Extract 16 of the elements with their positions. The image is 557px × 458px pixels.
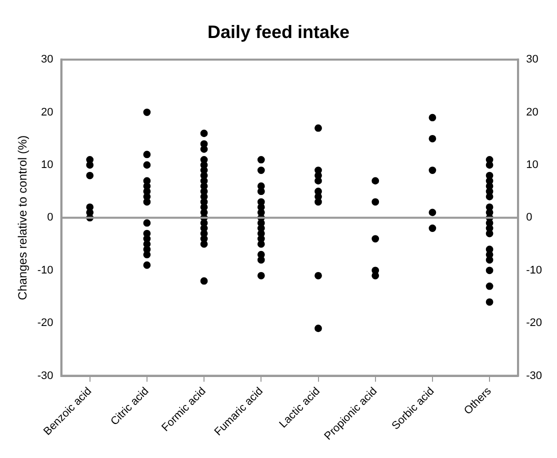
y-tick-label: -10 xyxy=(37,264,54,276)
y-axis-title: Changes relative to control (%) xyxy=(16,135,30,300)
y2-tick-label: 30 xyxy=(526,54,538,66)
y2-tick-label: 10 xyxy=(526,159,538,172)
y-tick-label: 20 xyxy=(41,106,54,118)
y2-tick-label: 20 xyxy=(526,106,538,118)
y-tick-label: 0 xyxy=(47,212,54,224)
y-tick-label: 30 xyxy=(41,54,54,66)
y2-tick-label: 0 xyxy=(526,212,532,224)
y2-tick-label: -20 xyxy=(526,317,542,330)
y-tick-label: -30 xyxy=(37,370,54,382)
chart-title: Daily feed intake xyxy=(207,22,350,42)
y2-tick-label: -30 xyxy=(526,370,542,382)
y2-tick-label: -10 xyxy=(526,264,542,276)
y-tick-label: 10 xyxy=(41,159,54,172)
y-tick-label: -20 xyxy=(37,317,54,330)
